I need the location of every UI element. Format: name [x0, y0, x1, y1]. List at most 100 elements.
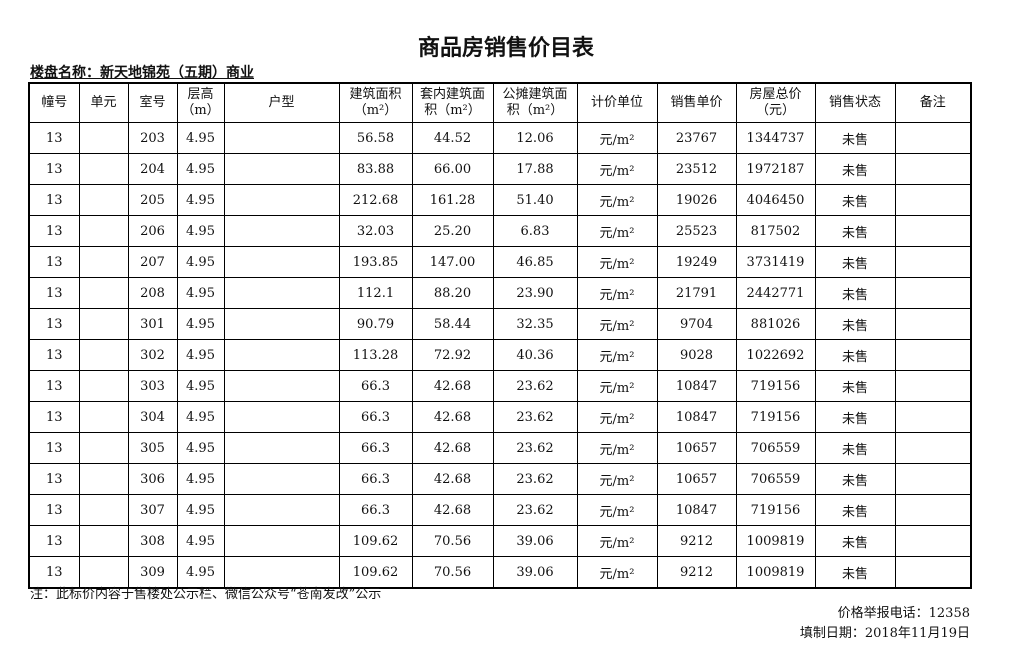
table-cell	[894, 215, 972, 247]
table-row: 13 205 4.95 212.68 161.28 51.40 元/m² 19026 40464…	[28, 184, 972, 216]
table-cell: 13	[28, 122, 80, 154]
table-cell: 1344737	[735, 122, 816, 154]
table-cell: 706559	[735, 432, 816, 464]
table-cell: 元/m²	[576, 525, 658, 557]
table-cell	[223, 432, 340, 464]
table-cell: 2442771	[735, 277, 816, 309]
table-cell: 未售	[814, 246, 896, 278]
table-cell: 4.95	[176, 308, 225, 340]
table-cell: 193.85	[338, 246, 413, 278]
table-cell	[78, 153, 129, 185]
page-title: 商品房销售价目表	[417, 36, 594, 61]
table-cell: 未售	[814, 184, 896, 216]
table-cell: 305	[127, 432, 178, 464]
table-cell: 1009819	[735, 556, 816, 589]
table-cell	[894, 184, 972, 216]
table-cell: 302	[127, 339, 178, 371]
table-cell: 70.56	[411, 525, 494, 557]
table-cell	[223, 153, 340, 185]
table-cell: 719156	[735, 401, 816, 433]
table-cell: 308	[127, 525, 178, 557]
table-cell: 817502	[735, 215, 816, 247]
table-cell: 42.68	[411, 370, 494, 402]
table-cell: 9212	[656, 556, 737, 589]
table-cell: 112.1	[338, 277, 413, 309]
table-cell: 303	[127, 370, 178, 402]
table-cell	[223, 525, 340, 557]
table-row: 13 306 4.95 66.3 42.68 23.62 元/m² 10657 706559 未售	[28, 463, 972, 495]
table-cell	[894, 308, 972, 340]
table-cell: 元/m²	[576, 277, 658, 309]
column-header: 建筑面积 （m²）	[338, 82, 413, 123]
table-cell: 17.88	[492, 153, 578, 185]
table-cell: 13	[28, 525, 80, 557]
table-cell: 23767	[656, 122, 737, 154]
table-cell: 206	[127, 215, 178, 247]
table-row: 13 208 4.95 112.1 88.20 23.90 元/m² 21791 2442771…	[28, 277, 972, 309]
table-row: 13 302 4.95 113.28 72.92 40.36 元/m² 9028 1022692…	[28, 339, 972, 371]
table-cell: 66.3	[338, 494, 413, 526]
table-cell: 4.95	[176, 153, 225, 185]
table-cell: 719156	[735, 494, 816, 526]
table-cell: 19249	[656, 246, 737, 278]
table-cell: 66.3	[338, 370, 413, 402]
table-row: 13 304 4.95 66.3 42.68 23.62 元/m² 10847 719156 未售	[28, 401, 972, 433]
table-cell: 1972187	[735, 153, 816, 185]
table-row: 13 305 4.95 66.3 42.68 23.62 元/m² 10657 706559 未售	[28, 432, 972, 464]
table-cell: 203	[127, 122, 178, 154]
table-cell: 4.95	[176, 494, 225, 526]
table-cell: 4.95	[176, 215, 225, 247]
table-cell	[223, 463, 340, 495]
table-cell: 301	[127, 308, 178, 340]
table-cell: 204	[127, 153, 178, 185]
table-cell: 42.68	[411, 463, 494, 495]
table-cell	[894, 525, 972, 557]
table-cell: 706559	[735, 463, 816, 495]
table-cell	[78, 277, 129, 309]
table-cell: 46.85	[492, 246, 578, 278]
table-row: 13 206 4.95 32.03 25.20 6.83 元/m² 25523 817502 未售	[28, 215, 972, 247]
table-cell: 13	[28, 184, 80, 216]
table-cell: 元/m²	[576, 432, 658, 464]
table-cell: 9212	[656, 525, 737, 557]
table-cell	[223, 494, 340, 526]
column-header: 层高 （m）	[176, 82, 225, 123]
table-cell: 未售	[814, 277, 896, 309]
column-header: 计价单位	[576, 82, 658, 123]
price-table: 幢号 单元 室号 层高 （m） 户型 建筑面积 （m²） 套内建筑面 积（m²） 公摊建筑面 …	[28, 82, 972, 589]
table-cell: 161.28	[411, 184, 494, 216]
table-cell: 66.00	[411, 153, 494, 185]
table-cell	[894, 401, 972, 433]
table-cell: 13	[28, 153, 80, 185]
table-cell	[78, 246, 129, 278]
table-cell	[78, 463, 129, 495]
table-cell: 10847	[656, 494, 737, 526]
table-cell: 205	[127, 184, 178, 216]
table-cell: 4.95	[176, 525, 225, 557]
table-cell: 3731419	[735, 246, 816, 278]
table-cell	[894, 153, 972, 185]
column-header: 公摊建筑面 积（m²）	[492, 82, 578, 123]
table-cell: 未售	[814, 215, 896, 247]
table-cell	[78, 122, 129, 154]
table-cell: 147.00	[411, 246, 494, 278]
table-cell	[223, 339, 340, 371]
table-cell	[223, 184, 340, 216]
column-header: 户型	[223, 82, 340, 123]
table-cell: 未售	[814, 339, 896, 371]
table-cell	[78, 556, 129, 589]
table-cell	[894, 122, 972, 154]
table-cell: 23.90	[492, 277, 578, 309]
table-cell: 90.79	[338, 308, 413, 340]
table-cell	[894, 339, 972, 371]
table-cell: 元/m²	[576, 153, 658, 185]
table-row: 13 307 4.95 66.3 42.68 23.62 元/m² 10847 719156 未售	[28, 494, 972, 526]
table-cell: 未售	[814, 494, 896, 526]
footnote: 注：此标价内容于售楼处公示栏、微信公众号“苍南发改”公示	[30, 587, 382, 602]
table-cell: 25.20	[411, 215, 494, 247]
table-cell	[894, 463, 972, 495]
table-cell: 10847	[656, 370, 737, 402]
table-cell: 4.95	[176, 184, 225, 216]
table-cell: 4.95	[176, 339, 225, 371]
table-cell: 6.83	[492, 215, 578, 247]
